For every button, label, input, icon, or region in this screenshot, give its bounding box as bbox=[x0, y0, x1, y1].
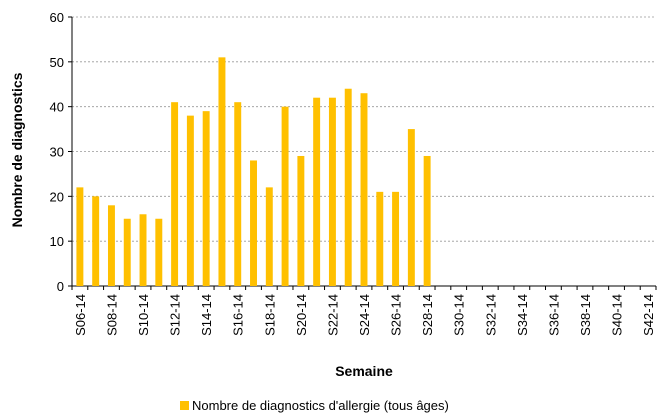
x-tick-label: S08-14 bbox=[104, 294, 119, 336]
bar bbox=[313, 97, 321, 286]
y-tick-label: 0 bbox=[57, 279, 64, 294]
bar bbox=[123, 218, 131, 286]
y-tick-label: 60 bbox=[50, 10, 64, 25]
bar bbox=[281, 106, 289, 287]
x-tick-label: S12-14 bbox=[168, 294, 183, 336]
x-tick-label: S40-14 bbox=[610, 294, 625, 336]
bar bbox=[392, 191, 400, 286]
y-tick-label: 40 bbox=[50, 100, 64, 115]
x-tick-label: S26-14 bbox=[389, 294, 404, 336]
x-tick-label: S10-14 bbox=[136, 294, 151, 336]
bar bbox=[155, 218, 163, 286]
y-tick-label: 30 bbox=[50, 145, 64, 160]
x-tick-label: S30-14 bbox=[452, 294, 467, 336]
bar bbox=[297, 155, 305, 286]
y-tick-label: 10 bbox=[50, 234, 64, 249]
x-tick-label: S16-14 bbox=[231, 294, 246, 336]
x-tick-label: S18-14 bbox=[262, 294, 277, 336]
bar bbox=[76, 187, 84, 286]
bar bbox=[139, 214, 147, 286]
x-tick-label: S20-14 bbox=[294, 294, 309, 336]
bar bbox=[376, 191, 384, 286]
bar bbox=[423, 155, 431, 286]
bar bbox=[407, 129, 415, 286]
bar bbox=[250, 160, 257, 286]
y-axis-label: Nombre de diagnostics bbox=[9, 72, 25, 227]
bar bbox=[92, 196, 100, 286]
x-tick-label: S32-14 bbox=[483, 294, 498, 336]
bar bbox=[218, 57, 226, 286]
legend-label: Nombre de diagnostics d'allergie (tous â… bbox=[192, 398, 449, 413]
bar bbox=[234, 102, 242, 286]
x-tick-label: S06-14 bbox=[73, 294, 88, 336]
bar bbox=[202, 111, 210, 287]
bar bbox=[360, 93, 368, 286]
x-tick-label: S36-14 bbox=[546, 294, 561, 336]
bar bbox=[328, 97, 336, 286]
x-tick-label: S28-14 bbox=[420, 294, 435, 336]
x-tick-label: S14-14 bbox=[199, 294, 214, 336]
x-tick-label: S34-14 bbox=[515, 294, 530, 336]
x-axis-label: Semaine bbox=[335, 363, 393, 379]
x-tick-label: S24-14 bbox=[357, 294, 372, 336]
bar bbox=[171, 102, 179, 286]
bar bbox=[186, 115, 194, 286]
x-tick-label: S22-14 bbox=[325, 294, 340, 336]
legend-swatch bbox=[180, 401, 189, 410]
x-tick-label: S42-14 bbox=[641, 294, 656, 336]
y-tick-label: 20 bbox=[50, 189, 64, 204]
bar bbox=[265, 187, 273, 286]
bar bbox=[344, 88, 352, 286]
y-tick-label: 50 bbox=[50, 55, 64, 70]
bar bbox=[107, 205, 115, 286]
x-tick-label: S38-14 bbox=[578, 294, 593, 336]
